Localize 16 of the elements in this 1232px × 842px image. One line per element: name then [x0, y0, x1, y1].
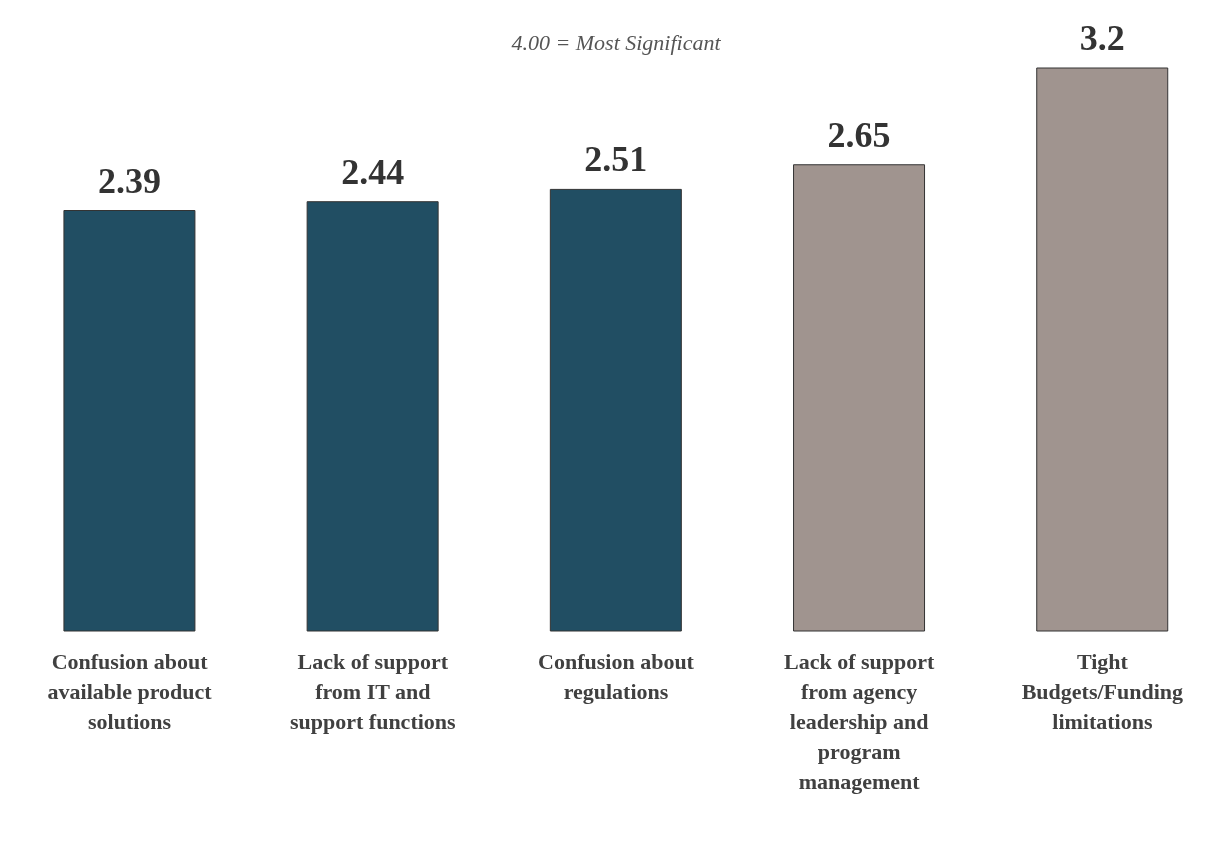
- bar: [63, 210, 196, 632]
- x-tick-label: Tight Budgets/Funding limitations: [1021, 649, 1184, 734]
- x-tick-label: Lack of support from IT and support functions: [289, 649, 457, 734]
- x-tick-label: Confusion about available product solutions: [47, 649, 213, 734]
- bar: [306, 201, 439, 632]
- data-label: 2.51: [584, 139, 648, 180]
- data-label: 2.44: [341, 151, 405, 192]
- bar: [1036, 67, 1169, 632]
- data-label: 2.39: [97, 160, 161, 201]
- data-label: 3.2: [1079, 18, 1125, 58]
- x-tick-label: Confusion about regulations: [538, 649, 695, 704]
- chart-subtitle: 4.00 = Most Significant: [511, 30, 721, 55]
- bar: [549, 188, 682, 632]
- data-label: 2.65: [827, 114, 891, 155]
- bar: [793, 164, 926, 632]
- x-tick-label: Lack of support from agency leadership and program management: [784, 649, 936, 794]
